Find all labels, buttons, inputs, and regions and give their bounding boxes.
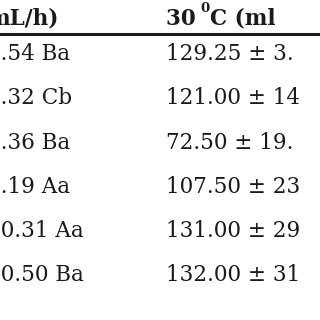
Text: 8.54 Ba: 8.54 Ba <box>0 43 70 65</box>
Text: 107.50 ± 23: 107.50 ± 23 <box>166 176 301 198</box>
Text: 131.00 ± 29: 131.00 ± 29 <box>166 220 301 242</box>
Text: 20.50 Ba: 20.50 Ba <box>0 264 84 286</box>
Text: C (ml: C (ml <box>210 8 275 30</box>
Text: 9.19 Aa: 9.19 Aa <box>0 176 70 198</box>
Text: 132.00 ± 31: 132.00 ± 31 <box>166 264 301 286</box>
Text: 0: 0 <box>200 2 209 15</box>
Text: 72.50 ± 19.: 72.50 ± 19. <box>166 132 294 154</box>
Text: 7.32 Cb: 7.32 Cb <box>0 87 72 109</box>
Text: 5.36 Ba: 5.36 Ba <box>0 132 70 154</box>
Text: 20.31 Aa: 20.31 Aa <box>0 220 84 242</box>
Text: 30: 30 <box>166 8 204 30</box>
Text: mL/h): mL/h) <box>0 8 59 30</box>
Text: 129.25 ± 3.: 129.25 ± 3. <box>166 43 294 65</box>
Text: 121.00 ± 14: 121.00 ± 14 <box>166 87 300 109</box>
